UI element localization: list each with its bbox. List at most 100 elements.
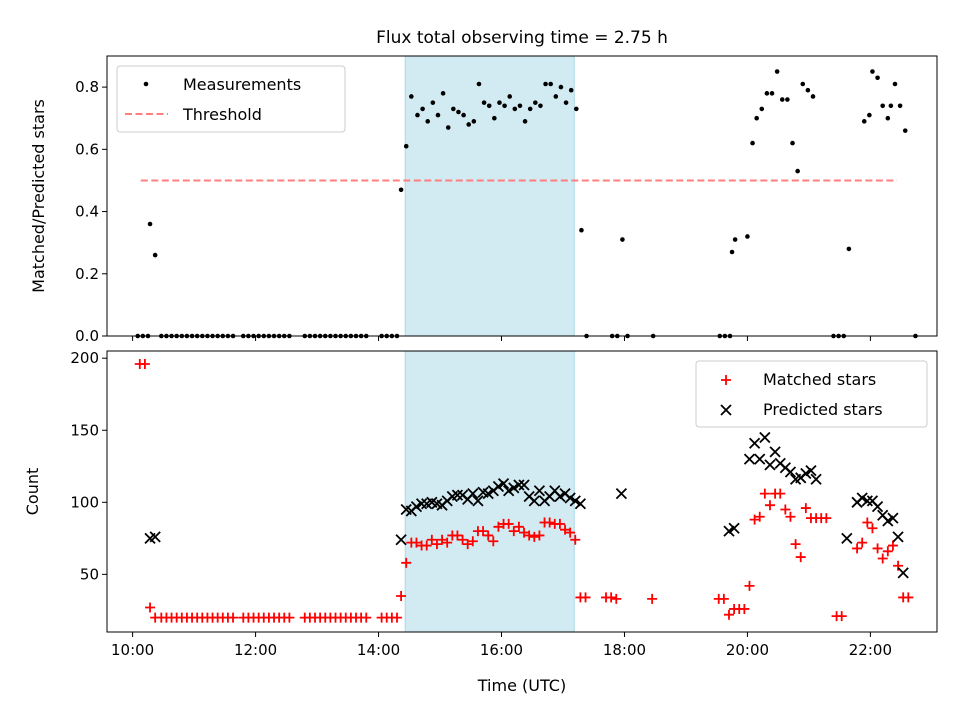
matched-star-marker [139, 358, 150, 369]
measurement-point [548, 81, 553, 87]
predicted-star-marker [533, 485, 546, 497]
matched-star-marker [560, 524, 571, 535]
matched-star-marker [780, 504, 791, 515]
measurement-point [543, 81, 548, 87]
matched-star-marker [775, 488, 786, 499]
matched-star-marker [611, 593, 622, 604]
x-tick-label: 14:00 [357, 641, 400, 659]
matched-star-marker [862, 517, 873, 528]
measurement-point [409, 94, 414, 99]
matched-star-marker [401, 557, 412, 568]
predicted-star-marker [743, 453, 756, 465]
matched-star-marker [396, 590, 407, 601]
measurement-point [867, 112, 872, 118]
measurement-point [774, 69, 780, 74]
matched-star-marker [554, 518, 565, 529]
measurement-point [507, 94, 513, 99]
y-axis-label: Matched/Predicted stars [29, 99, 48, 293]
predicted-star-marker [805, 464, 817, 477]
predicted-star-marker [769, 446, 781, 458]
matched-star-marker [903, 592, 914, 603]
matched-star-marker [852, 543, 863, 554]
measurement-point [553, 94, 559, 99]
measurement-point [527, 106, 533, 112]
x-tick-label: 12:00 [234, 641, 277, 659]
measurement-point [885, 115, 891, 121]
measurement-point [759, 106, 765, 112]
measurement-point [790, 140, 795, 146]
predicted-star-marker [472, 495, 484, 507]
matched-star-marker [493, 521, 504, 532]
predicted-star-marker [764, 459, 776, 471]
predicted-star-marker [892, 531, 904, 543]
matched-star-marker [790, 539, 801, 550]
predicted-star-marker [410, 500, 423, 513]
legend-label-predicted: Predicted stars [763, 400, 883, 419]
matched-star-marker [565, 527, 576, 538]
matched-star-marker [580, 592, 591, 603]
y-tick-label: 0.0 [75, 327, 99, 345]
predicted-star-marker [513, 479, 525, 491]
predicted-star-marker [508, 482, 520, 494]
measurement-point [764, 91, 770, 96]
matched-star-marker [836, 611, 847, 622]
measurement-point [486, 103, 492, 109]
legend: Matched stars Predicted stars [695, 360, 928, 428]
predicted-star-marker [395, 534, 407, 546]
measurement-point [732, 237, 738, 242]
predicted-star-marker [754, 453, 766, 465]
matched-star-marker [421, 540, 432, 551]
y-tick-label: 50 [80, 565, 99, 583]
matched-star-marker [462, 539, 473, 550]
matched-star-marker [882, 546, 893, 557]
predicted-star-marker [887, 512, 899, 524]
measurement-point [476, 81, 482, 87]
x-tick-label: 18:00 [603, 641, 646, 659]
measurement-point [517, 103, 523, 109]
matched-star-marker [872, 543, 883, 554]
measurement-point [745, 234, 750, 239]
matched-star-marker [749, 514, 760, 525]
measurement-point [152, 252, 158, 258]
matched-star-marker [437, 534, 448, 545]
measurement-point [888, 103, 894, 109]
bottom-panel: 50 100 150 200 10:00 12:00 14:00 16:00 18:00 20:0… [23, 349, 938, 695]
predicted-star-marker [784, 466, 797, 478]
measurement-point [785, 97, 790, 102]
measurement-point [430, 100, 436, 105]
measurement-point [870, 69, 875, 74]
matched-star-marker [795, 552, 806, 563]
measurement-point [750, 140, 755, 146]
matched-star-marker [744, 580, 755, 591]
predicted-star-marker [574, 498, 587, 510]
matched-star-marker [647, 593, 658, 604]
x-tick-label: 16:00 [480, 641, 523, 659]
measurement-point [466, 122, 472, 127]
matched-star-marker [739, 603, 750, 614]
measurement-point [892, 81, 898, 87]
measurement-point [805, 87, 811, 93]
measurement-point [800, 81, 806, 87]
measurement-point [558, 84, 564, 90]
matched-star-marker [534, 530, 545, 541]
predicted-star-marker [569, 495, 581, 507]
chart-title: Flux total observing time = 2.75 h [376, 28, 668, 48]
matched-star-marker [524, 530, 535, 541]
measurement-point [461, 112, 466, 118]
y-axis-label: Count [23, 468, 42, 516]
measurement-point [497, 100, 502, 105]
measurement-point [445, 125, 451, 130]
measurement-point [512, 106, 518, 112]
predicted-star-marker [554, 490, 566, 503]
measurement-point [403, 143, 409, 149]
matched-star-marker [478, 526, 489, 537]
measurement-point [620, 237, 625, 242]
matched-star-marker [887, 540, 898, 551]
measurement-point [574, 106, 579, 112]
y-tick-label: 0.2 [75, 265, 99, 283]
predicted-star-marker [415, 498, 428, 510]
measurement-point [579, 227, 584, 233]
measurement-point [440, 91, 446, 96]
matched-star-marker [391, 612, 402, 623]
